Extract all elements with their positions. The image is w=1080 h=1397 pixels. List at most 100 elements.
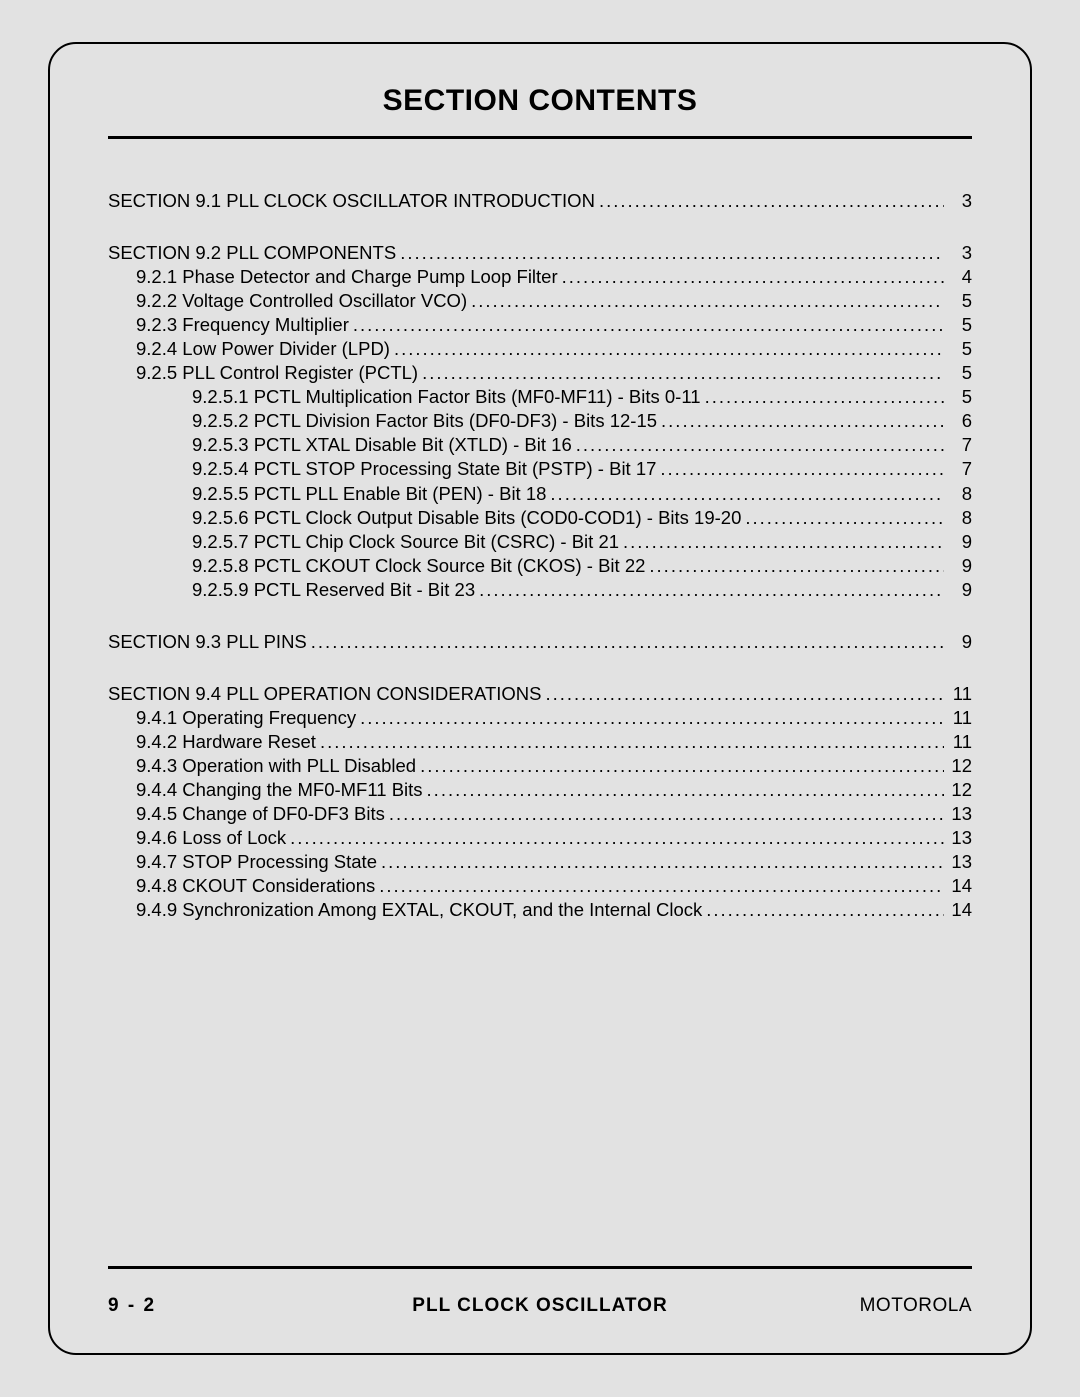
toc-label: 9.4.2 Hardware Reset: [136, 730, 316, 754]
toc-label: 9.4.7 STOP Processing State: [136, 850, 377, 874]
toc-page-number: 6: [948, 409, 972, 433]
toc-label: 9.2.5.9 PCTL Reserved Bit - Bit 23: [192, 578, 475, 602]
toc-page-number: 13: [948, 826, 972, 850]
toc-page-number: 8: [948, 506, 972, 530]
footer-chapter-title: PLL CLOCK OSCILLATOR: [108, 1295, 972, 1317]
table-of-contents: SECTION 9.1 PLL CLOCK OSCILLATOR INTRODU…: [108, 189, 972, 922]
toc-label: 9.4.8 CKOUT Considerations: [136, 874, 375, 898]
toc-page-number: 4: [948, 265, 972, 289]
toc-page-number: 9: [948, 578, 972, 602]
toc-leader-dots: [623, 530, 944, 554]
toc-label: 9.2.4 Low Power Divider (LPD): [136, 337, 390, 361]
toc-row: 9.2.2 Voltage Controlled Oscillator VCO)…: [108, 289, 972, 313]
toc-page-number: 5: [948, 289, 972, 313]
toc-row: 9.4.7 STOP Processing State 13: [108, 850, 972, 874]
toc-leader-dots: [320, 730, 944, 754]
toc-page-number: 11: [948, 730, 972, 754]
toc-page-number: 9: [948, 630, 972, 654]
toc-row: 9.2.5.9 PCTL Reserved Bit - Bit 23 9: [108, 578, 972, 602]
toc-leader-dots: [290, 826, 944, 850]
toc-label: SECTION 9.4 PLL OPERATION CONSIDERATIONS: [108, 682, 541, 706]
toc-row: 9.4.2 Hardware Reset 11: [108, 730, 972, 754]
toc-row: 9.2.5.5 PCTL PLL Enable Bit (PEN) - Bit …: [108, 482, 972, 506]
toc-row: SECTION 9.2 PLL COMPONENTS 3: [108, 241, 972, 265]
toc-group: SECTION 9.4 PLL OPERATION CONSIDERATIONS…: [108, 682, 972, 922]
toc-label: 9.2.5.2 PCTL Division Factor Bits (DF0-D…: [192, 409, 657, 433]
toc-row: 9.2.5.2 PCTL Division Factor Bits (DF0-D…: [108, 409, 972, 433]
toc-row: 9.4.8 CKOUT Considerations 14: [108, 874, 972, 898]
toc-row: 9.4.1 Operating Frequency 11: [108, 706, 972, 730]
toc-page-number: 11: [948, 706, 972, 730]
toc-leader-dots: [479, 578, 944, 602]
toc-row: 9.2.5.3 PCTL XTAL Disable Bit (XTLD) - B…: [108, 433, 972, 457]
toc-label: 9.2.5.4 PCTL STOP Processing State Bit (…: [192, 457, 656, 481]
toc-group: SECTION 9.3 PLL PINS 9: [108, 630, 972, 654]
toc-label: 9.2.5 PLL Control Register (PCTL): [136, 361, 418, 385]
page: SECTION CONTENTS SECTION 9.1 PLL CLOCK O…: [0, 0, 1080, 1397]
toc-page-number: 13: [948, 850, 972, 874]
toc-leader-dots: [420, 754, 944, 778]
toc-row: 9.2.5.1 PCTL Multiplication Factor Bits …: [108, 385, 972, 409]
toc-group: SECTION 9.2 PLL COMPONENTS 39.2.1 Phase …: [108, 241, 972, 602]
toc-leader-dots: [661, 409, 944, 433]
toc-row: 9.4.9 Synchronization Among EXTAL, CKOUT…: [108, 898, 972, 922]
toc-page-number: 14: [948, 898, 972, 922]
toc-leader-dots: [311, 630, 944, 654]
toc-page-number: 11: [948, 682, 972, 706]
toc-page-number: 14: [948, 874, 972, 898]
toc-label: SECTION 9.2 PLL COMPONENTS: [108, 241, 396, 265]
toc-label: 9.2.2 Voltage Controlled Oscillator VCO): [136, 289, 467, 313]
toc-leader-dots: [400, 241, 944, 265]
toc-page-number: 12: [948, 778, 972, 802]
toc-label: 9.4.5 Change of DF0-DF3 Bits: [136, 802, 385, 826]
toc-leader-dots: [649, 554, 944, 578]
toc-page-number: 9: [948, 530, 972, 554]
toc-leader-dots: [705, 385, 944, 409]
toc-page-number: 8: [948, 482, 972, 506]
toc-leader-dots: [550, 482, 944, 506]
toc-page-number: 5: [948, 337, 972, 361]
page-footer: 9 - 2 PLL CLOCK OSCILLATOR MOTOROLA: [108, 1295, 972, 1317]
toc-label: 9.2.5.1 PCTL Multiplication Factor Bits …: [192, 385, 701, 409]
toc-group: SECTION 9.1 PLL CLOCK OSCILLATOR INTRODU…: [108, 189, 972, 213]
toc-page-number: 7: [948, 457, 972, 481]
toc-leader-dots: [360, 706, 944, 730]
toc-label: 9.2.5.6 PCTL Clock Output Disable Bits (…: [192, 506, 741, 530]
toc-leader-dots: [660, 457, 944, 481]
toc-page-number: 7: [948, 433, 972, 457]
toc-page-number: 5: [948, 385, 972, 409]
toc-leader-dots: [394, 337, 944, 361]
toc-label: 9.2.3 Frequency Multiplier: [136, 313, 349, 337]
title-rule: [108, 136, 972, 139]
toc-leader-dots: [545, 682, 944, 706]
toc-label: SECTION 9.1 PLL CLOCK OSCILLATOR INTRODU…: [108, 189, 595, 213]
toc-row: SECTION 9.1 PLL CLOCK OSCILLATOR INTRODU…: [108, 189, 972, 213]
toc-row: 9.2.1 Phase Detector and Charge Pump Loo…: [108, 265, 972, 289]
toc-leader-dots: [745, 506, 944, 530]
toc-row: SECTION 9.3 PLL PINS 9: [108, 630, 972, 654]
toc-row: 9.2.3 Frequency Multiplier 5: [108, 313, 972, 337]
toc-page-number: 5: [948, 361, 972, 385]
toc-page-number: 3: [948, 189, 972, 213]
section-title: SECTION CONTENTS: [108, 84, 972, 118]
toc-page-number: 5: [948, 313, 972, 337]
toc-page-number: 3: [948, 241, 972, 265]
toc-row: 9.2.5.4 PCTL STOP Processing State Bit (…: [108, 457, 972, 481]
toc-label: SECTION 9.3 PLL PINS: [108, 630, 307, 654]
toc-label: 9.4.3 Operation with PLL Disabled: [136, 754, 416, 778]
footer-rule: [108, 1266, 972, 1269]
toc-leader-dots: [427, 778, 944, 802]
toc-row: 9.2.4 Low Power Divider (LPD) 5: [108, 337, 972, 361]
toc-leader-dots: [576, 433, 944, 457]
toc-row: 9.2.5.7 PCTL Chip Clock Source Bit (CSRC…: [108, 530, 972, 554]
toc-row: 9.2.5.8 PCTL CKOUT Clock Source Bit (CKO…: [108, 554, 972, 578]
toc-leader-dots: [422, 361, 944, 385]
toc-leader-dots: [471, 289, 944, 313]
toc-leader-dots: [381, 850, 944, 874]
toc-label: 9.2.1 Phase Detector and Charge Pump Loo…: [136, 265, 558, 289]
toc-row: 9.4.3 Operation with PLL Disabled 12: [108, 754, 972, 778]
toc-label: 9.4.9 Synchronization Among EXTAL, CKOUT…: [136, 898, 702, 922]
toc-row: 9.4.4 Changing the MF0-MF11 Bits 12: [108, 778, 972, 802]
toc-label: 9.4.1 Operating Frequency: [136, 706, 356, 730]
toc-page-number: 12: [948, 754, 972, 778]
